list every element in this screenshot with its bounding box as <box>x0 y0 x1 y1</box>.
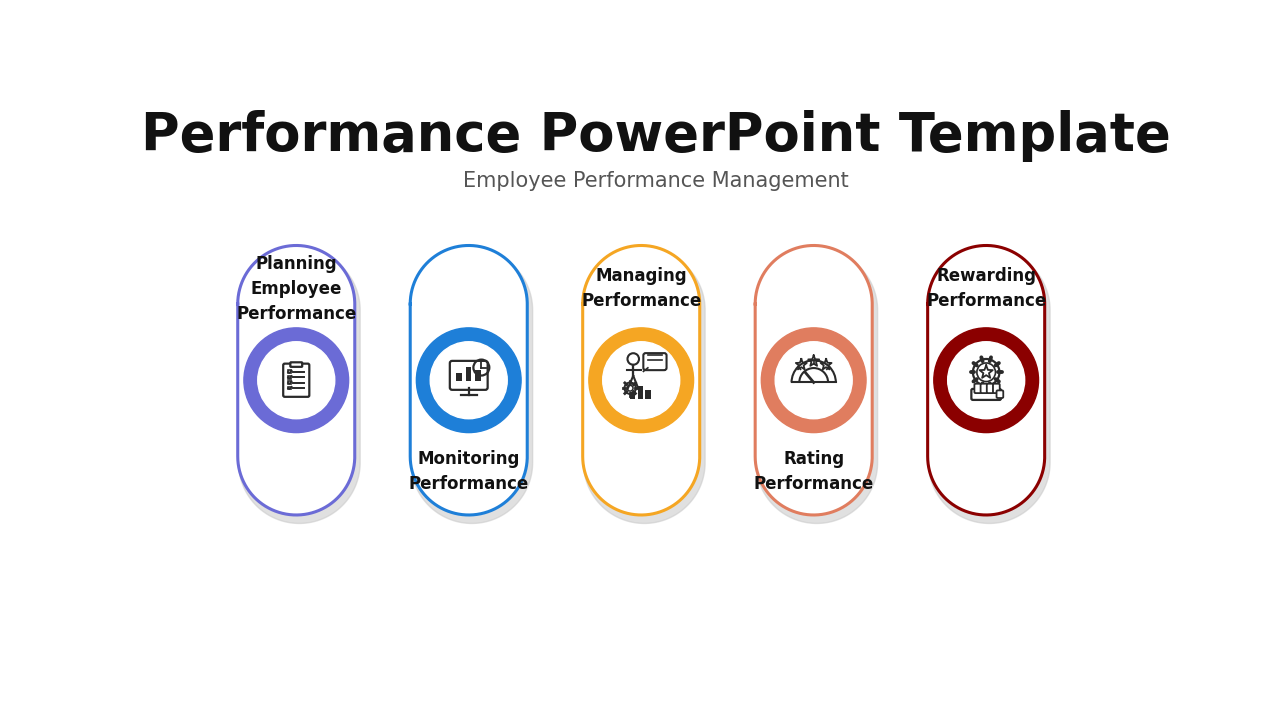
FancyBboxPatch shape <box>288 381 291 384</box>
Circle shape <box>603 342 680 419</box>
FancyBboxPatch shape <box>288 387 291 390</box>
Polygon shape <box>238 249 360 523</box>
FancyBboxPatch shape <box>987 384 993 393</box>
FancyBboxPatch shape <box>288 376 291 379</box>
FancyBboxPatch shape <box>980 384 987 393</box>
Circle shape <box>257 342 335 419</box>
FancyBboxPatch shape <box>645 390 650 399</box>
FancyBboxPatch shape <box>644 353 667 370</box>
Polygon shape <box>928 249 1050 523</box>
Circle shape <box>947 342 1025 419</box>
Polygon shape <box>584 249 705 523</box>
FancyBboxPatch shape <box>283 364 310 397</box>
Text: Rewarding
Performance: Rewarding Performance <box>925 267 1046 310</box>
Text: Managing
Performance: Managing Performance <box>581 267 701 310</box>
FancyBboxPatch shape <box>291 362 302 367</box>
Text: Monitoring
Performance: Monitoring Performance <box>408 451 529 493</box>
Circle shape <box>934 328 1038 433</box>
FancyBboxPatch shape <box>475 370 481 382</box>
Polygon shape <box>411 249 532 523</box>
Text: Planning
Employee
Performance: Planning Employee Performance <box>236 255 356 323</box>
Text: Performance PowerPoint Template: Performance PowerPoint Template <box>141 110 1171 162</box>
Polygon shape <box>238 246 355 515</box>
Polygon shape <box>582 246 700 515</box>
Polygon shape <box>928 246 1044 515</box>
FancyBboxPatch shape <box>993 384 1000 393</box>
FancyBboxPatch shape <box>997 390 1004 398</box>
FancyBboxPatch shape <box>637 387 643 399</box>
FancyBboxPatch shape <box>972 389 1001 400</box>
FancyBboxPatch shape <box>449 361 488 390</box>
Circle shape <box>762 328 867 433</box>
Circle shape <box>244 328 348 433</box>
FancyBboxPatch shape <box>974 384 982 393</box>
Circle shape <box>430 342 507 419</box>
FancyBboxPatch shape <box>456 374 462 382</box>
FancyBboxPatch shape <box>630 392 635 399</box>
FancyBboxPatch shape <box>466 367 471 382</box>
Circle shape <box>589 328 694 433</box>
FancyBboxPatch shape <box>288 370 291 373</box>
Polygon shape <box>755 246 872 515</box>
Text: Rating
Performance: Rating Performance <box>754 451 874 493</box>
Circle shape <box>776 342 852 419</box>
Circle shape <box>416 328 521 433</box>
Text: Employee Performance Management: Employee Performance Management <box>463 171 849 191</box>
Polygon shape <box>756 249 878 523</box>
Polygon shape <box>410 246 527 515</box>
